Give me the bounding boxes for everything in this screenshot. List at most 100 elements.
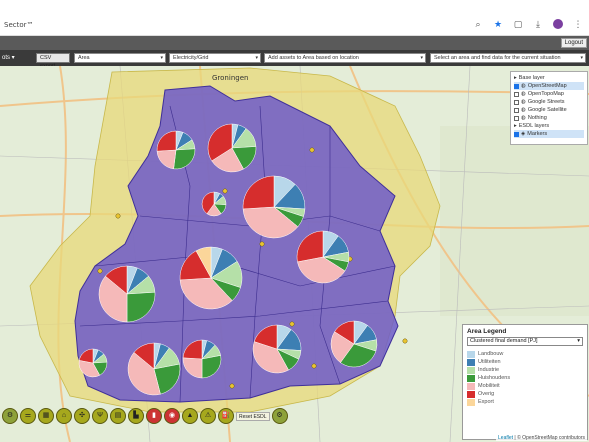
area-select[interactable]: Area ▾ (74, 53, 166, 63)
globe-icon: ◍ (521, 91, 526, 97)
layer-markers[interactable]: ◈ Markers (514, 130, 584, 138)
download-icon[interactable]: ⤓ (536, 19, 540, 29)
warning-icon[interactable]: ⚠ (200, 408, 216, 424)
wind-turbine-icon[interactable]: ✣ (74, 408, 90, 424)
legend-label: Landbouw (478, 351, 504, 357)
area-pie-chart[interactable] (179, 246, 243, 310)
barrier-icon[interactable]: ⚌ (20, 408, 36, 424)
municipality-region[interactable] (74, 85, 399, 403)
factory-icon[interactable]: ▙ (128, 408, 144, 424)
pie-slice (242, 206, 299, 239)
chevron-down-icon: ▾ (420, 55, 423, 61)
building-icon[interactable]: ▦ (38, 408, 54, 424)
legend-swatch (467, 374, 475, 382)
battery-icon[interactable]: ▮ (146, 408, 162, 424)
flame-icon[interactable]: ▲ (182, 408, 198, 424)
layer-google-satellite[interactable]: ◍ Google Satellite (514, 106, 584, 114)
pie-slice (127, 352, 161, 396)
osm-attribution: | © OpenStreetMap contributors (513, 435, 585, 441)
metric-select[interactable]: Electricity/Grid ▾ (169, 53, 261, 63)
pie-slice (296, 230, 324, 263)
legend-swatch (467, 390, 475, 398)
marker-icon: ◈ (521, 131, 526, 137)
area-pie-chart[interactable] (296, 230, 350, 284)
chevron-down-icon: ▾ (577, 338, 580, 344)
layer-label: Google Streets (527, 99, 565, 105)
legend-label: Industrie (478, 367, 500, 373)
layer-checkbox[interactable] (514, 107, 519, 113)
search-icon[interactable]: ⌕ (475, 19, 481, 29)
more-icon[interactable]: ⋮ (573, 19, 583, 29)
tank-icon[interactable]: ◉ (164, 408, 180, 424)
pie-slice (78, 360, 101, 378)
solar-panel-icon[interactable]: ▤ (110, 408, 126, 424)
area-pie-chart[interactable] (182, 339, 222, 379)
pie-slice (153, 363, 181, 395)
area-pie-chart[interactable] (207, 123, 257, 173)
layer-checkbox[interactable] (514, 83, 519, 89)
legend-item: Utiliteiten (467, 358, 583, 366)
layer-checkbox[interactable] (514, 131, 519, 137)
area-pie-chart[interactable] (330, 320, 378, 368)
pie-slice (78, 348, 94, 364)
globe-icon: ◍ (521, 107, 526, 113)
add-assets-select-value: Add assets to Area based on location (268, 55, 359, 61)
esdl-layers-title-text: ESDL layers (518, 123, 550, 129)
fuel-icon[interactable]: ⛽ (218, 408, 234, 424)
globe-icon: ◍ (521, 99, 526, 105)
legend-swatch (467, 398, 475, 406)
legend-item: Landbouw (467, 350, 583, 358)
legend-swatch (467, 350, 475, 358)
gear-end-icon[interactable]: ⚙ (271, 408, 288, 424)
filter-bar: ots ▾ CSV export Area ▾ Electricity/Grid ▾… (0, 50, 589, 69)
home-icon[interactable]: ⌂ (56, 408, 72, 424)
layer-checkbox[interactable] (514, 115, 519, 121)
add-assets-select[interactable]: Add assets to Area based on location ▾ (264, 53, 426, 63)
layer-openstreetmap[interactable]: ◍ OpenStreetMap (514, 82, 584, 90)
gear-icon[interactable]: ⚙ (2, 408, 18, 424)
csv-export-button[interactable]: CSV export (36, 53, 70, 69)
pie-slice (195, 246, 212, 279)
map-view[interactable]: Groningen ▸ Base layer ◍ OpenStreetMap ◍ O… (0, 66, 589, 442)
chevron-down-icon: ▾ (580, 55, 583, 61)
browser-tab-title[interactable]: Sector™ (4, 21, 34, 29)
map-canvas[interactable]: Groningen (0, 66, 589, 442)
area-pie-chart[interactable] (78, 348, 108, 378)
layer-checkbox[interactable] (514, 99, 519, 105)
leaflet-link[interactable]: Leaflet (498, 435, 514, 441)
star-icon[interactable]: ★ (493, 19, 503, 29)
legend-swatch (467, 382, 475, 390)
layer-label: OpenTopoMap (527, 91, 564, 97)
area-pie-chart[interactable] (201, 191, 227, 217)
layer-opentopomap[interactable]: ◍ OpenTopoMap (514, 90, 584, 98)
area-pie-chart[interactable] (98, 265, 156, 323)
tools-menu[interactable]: ots ▾ (2, 55, 15, 61)
layer-google-streets[interactable]: ◍ Google Streets (514, 98, 584, 106)
avatar[interactable] (553, 19, 563, 29)
layer-nothing[interactable]: ◍ Nothing (514, 114, 584, 122)
place-label: Groningen (212, 74, 248, 82)
reset-esdl-button[interactable]: Reset ESDL (236, 411, 270, 421)
base-layer-title-text: Base layer (518, 75, 545, 81)
legend-label: Mobiliteit (478, 383, 500, 389)
pie-slice (105, 265, 128, 295)
profile-icon[interactable] (553, 19, 563, 30)
layer-checkbox[interactable] (514, 91, 519, 97)
area-pie-chart[interactable] (127, 342, 181, 396)
area-pie-chart[interactable] (252, 324, 302, 374)
app-toolbar: Logout (0, 36, 589, 50)
globe-icon: ◍ (521, 83, 526, 89)
logout-button[interactable]: Logout (560, 38, 587, 48)
extensions-icon[interactable]: ▢ (513, 19, 523, 29)
layer-label: Markers (527, 131, 548, 137)
legend-metric-select[interactable]: Clustered final demand [PJ] ▾ (467, 337, 583, 346)
pie-slice (330, 331, 355, 363)
area-search-select[interactable]: Select an area and find data for the cur… (430, 53, 586, 63)
fork-icon[interactable]: Ψ (92, 408, 108, 424)
area-pie-chart[interactable] (156, 130, 196, 170)
pie-slice (179, 277, 233, 310)
pie-slice (98, 275, 128, 323)
asset-markers (97, 147, 408, 389)
pie-slice (340, 343, 377, 368)
area-pie-chart[interactable] (242, 175, 306, 239)
